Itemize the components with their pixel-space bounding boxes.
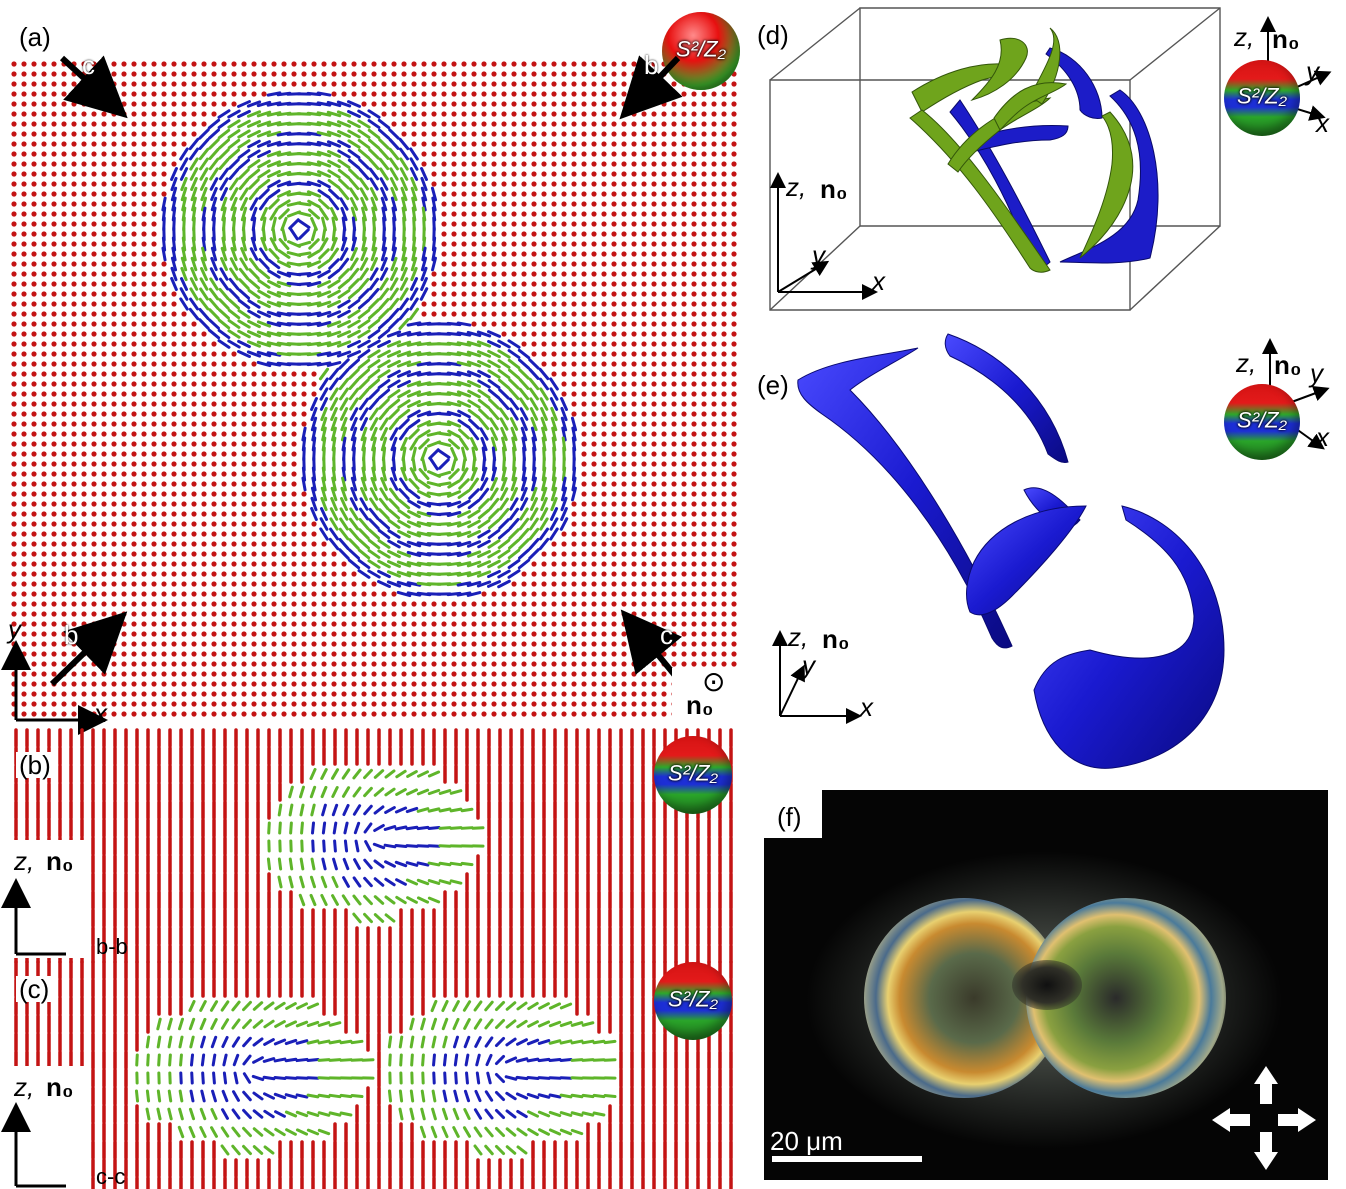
panel-f-label: (f) [774,804,805,830]
panel-d-box-and-surfaces [769,7,1332,311]
n0-dot-symbol: ⊙ [702,666,726,697]
section-c-label: c-c [96,1164,126,1189]
panel-a-arrows [0,55,685,735]
sphere-d-label: S²/Z₂ [1237,83,1287,109]
panel-d-label: (d) [754,22,792,48]
sphere-c: S²/Z₂ [654,962,732,1040]
inset-e-y-label: y [1310,358,1323,388]
axis-b-n0-label: n₀ [46,846,74,876]
panel-b-label: (b) [16,752,54,778]
arrow-b-top-right [619,55,683,120]
panel-e: (e) z, n₀ y x S²/Z₂ z, n [750,330,1346,780]
axis-e-y-label: y [802,650,815,680]
sphere-a-label: S²/Z₂ [676,36,726,62]
axis-e-n0-label: n₀ [822,624,850,654]
axis-c-z-label: z, [14,1072,35,1102]
axis-a-x-label: x [94,698,107,728]
panel-a: (a) S²/Z₂ c b b c y x ⊙ n₀ [0,0,740,735]
n0-label-a: n₀ [686,690,714,720]
inset-e-z-label: z, [1236,348,1257,378]
axis-b [0,878,66,956]
inset-d-z-label: z, [1234,22,1255,52]
panel-d: (d) [750,0,1346,330]
sphere-e-label: S²/Z₂ [1237,407,1287,433]
panel-f: 20 μm [764,790,1328,1180]
panel-c-label: (c) [16,976,53,1002]
panel-a-label: (a) [16,24,54,50]
axis-d-z-label: z, [786,172,807,202]
arrow-b1-label: b [644,50,659,80]
axis-a-y-label: y [8,614,21,644]
inset-d-n0-label: n₀ [1272,24,1300,54]
axis-d-n0-label: n₀ [820,174,848,204]
arrow-c2-label: c [660,620,673,650]
inset-d-x-label: x [1316,108,1329,138]
axis-b-z-label: z, [14,846,35,876]
inset-e-x-label: x [1316,422,1329,452]
section-b-label: b-b [96,934,128,959]
sphere-e: S²/Z₂ [1224,384,1300,460]
arrow-c1-label: c [82,50,95,80]
scalebar-label: 20 μm [770,1126,843,1156]
micrograph-center-defect [1012,960,1082,1010]
axis-c [0,1102,66,1188]
panel-c: (c) S²/Z₂ z, n₀ c-c [0,960,740,1189]
n0-box [672,668,740,724]
sphere-a: S²/Z₂ [662,12,740,90]
arrow-b-bottom-left [49,611,128,687]
polarizer-cross [1212,1066,1316,1170]
panel-b: (b) S²/Z₂ z, n₀ b-b [0,728,740,964]
panel-b-director-field [14,728,733,964]
axis-c-n0-label: n₀ [46,1072,74,1102]
inset-e-n0-label: n₀ [1274,350,1302,380]
scalebar [772,1156,922,1162]
axis-d-x-label: x [872,266,885,296]
panel-e-surfaces [772,333,1330,769]
sphere-b: S²/Z₂ [654,736,732,814]
sphere-c-label: S²/Z₂ [668,986,718,1012]
sphere-b-label: S²/Z₂ [668,760,718,786]
panel-a-director-field [11,61,737,717]
arrow-c-top-left [59,55,128,119]
arrow-b2-label: b [64,620,79,650]
axis-e-z-label: z, [788,622,809,652]
axis-e-x-label: x [860,692,873,722]
panel-e-label: (e) [754,372,792,398]
sphere-d: S²/Z₂ [1224,60,1300,136]
axis-d-y-label: y [812,240,825,270]
inset-d-y-label: y [1306,56,1319,86]
